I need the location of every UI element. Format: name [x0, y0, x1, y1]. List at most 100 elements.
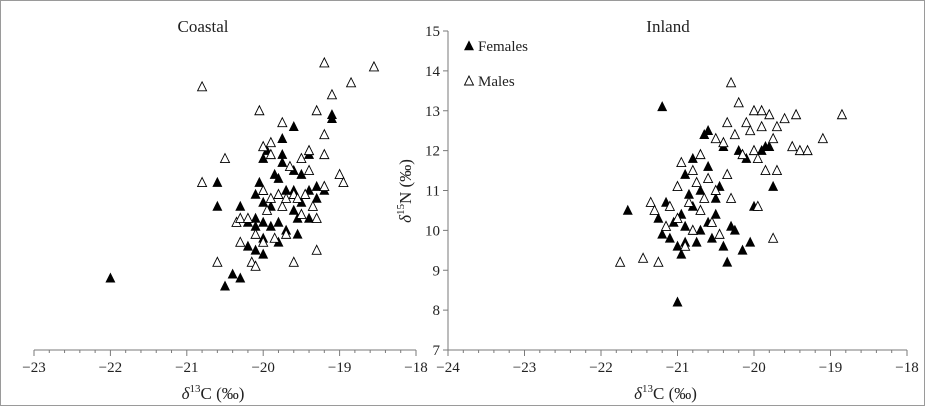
- inland-females-point: [680, 220, 691, 231]
- inland-y-tick-label: 13: [425, 104, 440, 120]
- coastal-males-point: [345, 76, 357, 88]
- inland-females-point: [657, 101, 668, 112]
- inland-y-tick-label: 10: [425, 223, 440, 239]
- coastal-females-point: [288, 204, 299, 215]
- coastal-females-point: [277, 156, 288, 167]
- inland-y-tick-label: 12: [425, 144, 440, 160]
- inland-males-point: [767, 232, 779, 243]
- coastal-males-point: [196, 80, 208, 92]
- inland-males-point: [672, 212, 683, 223]
- coastal-x-tick-label: −19: [328, 360, 351, 376]
- inland-y-tick-label: 14: [425, 64, 441, 80]
- inland-males-point: [676, 156, 687, 168]
- coastal-females-point: [220, 280, 230, 291]
- inland-males-point: [714, 228, 725, 239]
- coastal-females-point: [242, 240, 253, 251]
- inland-females-point: [764, 140, 775, 151]
- inland-males-point: [695, 148, 706, 160]
- inland-x-tick-label: −21: [666, 360, 689, 376]
- inland-males-point: [702, 172, 714, 183]
- inland-x-tick-label: −18: [895, 360, 918, 376]
- coastal-females-point: [296, 168, 307, 179]
- inland-males-point: [664, 200, 676, 211]
- coastal-females-point: [235, 200, 246, 211]
- inland-females-point: [695, 184, 706, 195]
- inland-males-point: [794, 144, 806, 156]
- coastal-females-point: [258, 152, 269, 163]
- coastal-males-point: [277, 116, 288, 128]
- inland-females-point: [706, 232, 717, 243]
- inland-males-point: [679, 240, 691, 251]
- inland-y-tick-label: 7: [433, 343, 441, 359]
- coastal-males-point: [250, 228, 261, 239]
- inland-males-point: [767, 132, 779, 144]
- inland-females-point: [703, 125, 714, 135]
- coastal-males-point: [257, 140, 269, 152]
- inland-males-point: [756, 104, 767, 116]
- coastal-females-point: [105, 272, 116, 283]
- coastal-males-point: [212, 256, 223, 267]
- coastal-males-point: [319, 148, 330, 160]
- inland-males-point: [725, 192, 737, 203]
- coastal-males-point: [265, 136, 277, 148]
- coastal-males-point: [319, 56, 330, 68]
- inland-y-tick-label: 8: [433, 303, 441, 319]
- inland-males-point: [687, 164, 699, 176]
- labels-layer: −23 −22 −21 −20 −19 −18 δ13C (‰) Coastal −24 −23 −…: [22, 17, 918, 403]
- inland-males-point: [695, 204, 706, 215]
- coastal-x-tick-label: −22: [99, 360, 122, 376]
- coastal-males-point: [261, 204, 273, 215]
- coastal-males-point: [235, 212, 246, 223]
- inland-females-point: [657, 228, 668, 239]
- inland-females-point: [703, 160, 714, 171]
- inland-x-tick-label: −22: [589, 360, 612, 376]
- inland-females-point: [722, 256, 733, 267]
- legend-females-marker: [464, 40, 474, 51]
- coastal-females-point: [273, 172, 284, 183]
- coastal-females-point: [227, 268, 238, 279]
- coastal-males-point: [265, 192, 277, 203]
- inland-males-point: [706, 216, 718, 227]
- coastal-males-point: [296, 152, 307, 164]
- coastal-females-point: [311, 192, 322, 203]
- coastal-females-point: [258, 248, 269, 259]
- inland-males-point: [725, 76, 737, 88]
- inland-males-point: [637, 252, 649, 263]
- inland-females-point: [687, 152, 698, 163]
- coastal-females-point: [277, 132, 288, 143]
- inland-males-point: [817, 132, 829, 144]
- coastal-males-point: [299, 188, 311, 199]
- inland-males-point: [802, 144, 813, 156]
- inland-males-point: [787, 140, 798, 152]
- coastal-females-point: [311, 180, 322, 191]
- coastal-x-axis-label: δ13C (‰): [182, 383, 245, 403]
- coastal-females-point: [273, 216, 284, 227]
- inland-males-point: [741, 116, 752, 128]
- coastal-x-tick-label: −20: [251, 360, 274, 376]
- inland-x-tick-label: −19: [819, 360, 842, 376]
- coastal-males-point: [303, 164, 315, 176]
- inland-males-point: [687, 224, 699, 235]
- coastal-males-point: [242, 212, 254, 223]
- inland-females-point: [622, 204, 633, 215]
- inland-y-tick-label: 9: [433, 263, 441, 279]
- coastal-males-point: [235, 236, 246, 247]
- inland-males-point: [729, 128, 741, 140]
- inland-males-point: [771, 164, 783, 176]
- coastal-males-point: [288, 256, 299, 267]
- legend-males-marker: [463, 74, 475, 86]
- coastal-males-point: [277, 200, 288, 211]
- inland-males-point: [710, 132, 721, 144]
- coastal-males-point: [319, 128, 330, 140]
- marks-layer: [105, 56, 848, 307]
- coastal-x-tick-label: −23: [22, 360, 45, 376]
- coastal-females-point: [288, 121, 299, 131]
- inland-males-point: [760, 164, 771, 176]
- inland-females-point: [664, 232, 675, 243]
- inland-x-tick-label: −24: [436, 360, 460, 376]
- inland-males-point: [790, 108, 802, 120]
- coastal-males-point: [257, 184, 269, 195]
- inland-males-point: [721, 116, 733, 128]
